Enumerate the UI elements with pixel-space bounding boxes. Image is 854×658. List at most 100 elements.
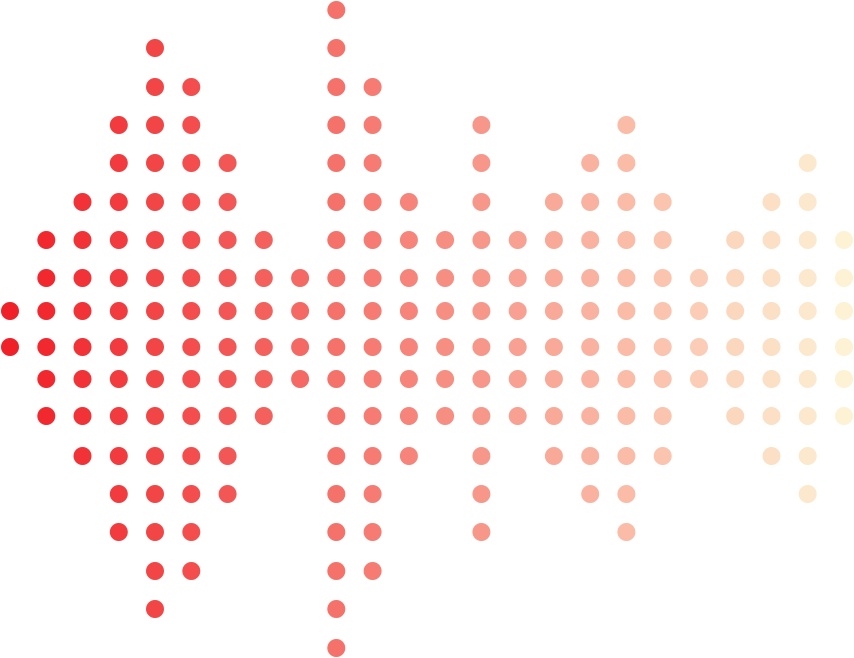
dot	[37, 370, 56, 388]
dot	[146, 338, 164, 356]
dot	[798, 407, 817, 425]
dot	[798, 193, 817, 211]
dot	[617, 302, 636, 320]
dot	[73, 269, 92, 287]
dot	[182, 523, 201, 541]
dot	[363, 447, 382, 465]
dot	[653, 193, 672, 211]
dot	[73, 193, 92, 211]
dot	[218, 302, 237, 320]
dot	[109, 447, 128, 465]
dot	[544, 370, 563, 388]
dot	[617, 447, 636, 465]
dot	[1, 302, 19, 320]
dot	[835, 302, 853, 320]
dot	[327, 302, 346, 320]
dot	[472, 193, 491, 211]
dot	[254, 269, 273, 287]
dot	[146, 485, 164, 503]
dot	[617, 154, 636, 172]
dot	[762, 338, 781, 356]
dot	[762, 231, 781, 249]
dot	[436, 370, 455, 388]
dot	[109, 407, 128, 425]
dot	[617, 269, 636, 287]
dot	[146, 39, 164, 57]
dot	[146, 116, 164, 134]
dot	[472, 269, 491, 287]
dot	[327, 639, 346, 657]
dot	[254, 407, 273, 425]
dot	[327, 485, 346, 503]
dot	[218, 407, 237, 425]
dot	[472, 302, 491, 320]
dot	[581, 302, 600, 320]
dot	[762, 302, 781, 320]
dot	[146, 231, 164, 249]
dot	[327, 154, 346, 172]
dot	[544, 302, 563, 320]
dot	[762, 269, 781, 287]
dot	[327, 600, 346, 618]
dot	[653, 302, 672, 320]
dot	[218, 338, 237, 356]
dot	[544, 269, 563, 287]
dot	[690, 370, 708, 388]
dot	[798, 302, 817, 320]
dot	[182, 562, 201, 580]
dot	[73, 231, 92, 249]
dot	[653, 447, 672, 465]
dot	[798, 154, 817, 172]
dot	[617, 485, 636, 503]
dot	[327, 562, 346, 580]
dot	[218, 269, 237, 287]
dot	[508, 338, 527, 356]
dot	[73, 338, 92, 356]
dot	[109, 154, 128, 172]
dot	[182, 407, 201, 425]
dot	[690, 338, 708, 356]
dot	[653, 269, 672, 287]
dot	[798, 447, 817, 465]
dot	[73, 370, 92, 388]
dot	[726, 338, 745, 356]
dot	[109, 523, 128, 541]
dot	[218, 231, 237, 249]
dot	[146, 193, 164, 211]
dot	[254, 231, 273, 249]
dot	[363, 269, 382, 287]
dot	[581, 269, 600, 287]
dot	[581, 154, 600, 172]
dot	[109, 116, 128, 134]
dot	[581, 447, 600, 465]
dot	[581, 193, 600, 211]
dot	[327, 116, 346, 134]
dot	[363, 562, 382, 580]
dot	[835, 269, 853, 287]
dot	[327, 523, 346, 541]
dot	[109, 485, 128, 503]
dot	[109, 302, 128, 320]
dot	[436, 231, 455, 249]
dot	[762, 370, 781, 388]
dot	[146, 269, 164, 287]
dot	[291, 338, 310, 356]
dot	[617, 338, 636, 356]
dot	[146, 562, 164, 580]
dot	[472, 116, 491, 134]
dot	[73, 447, 92, 465]
dot	[146, 154, 164, 172]
dot	[109, 193, 128, 211]
dot	[472, 523, 491, 541]
dot	[762, 193, 781, 211]
dot	[363, 231, 382, 249]
dot	[798, 485, 817, 503]
dot	[399, 193, 418, 211]
dot	[399, 302, 418, 320]
dot	[218, 447, 237, 465]
dot	[73, 302, 92, 320]
dot	[617, 370, 636, 388]
dot	[182, 447, 201, 465]
dot	[182, 302, 201, 320]
